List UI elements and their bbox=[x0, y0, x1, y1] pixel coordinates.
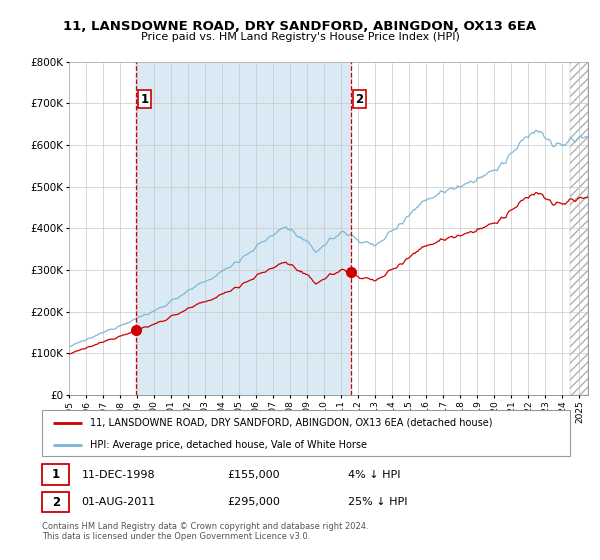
FancyBboxPatch shape bbox=[42, 492, 70, 512]
FancyBboxPatch shape bbox=[42, 464, 70, 485]
Bar bbox=[136, 62, 351, 395]
Text: £295,000: £295,000 bbox=[227, 497, 280, 507]
Text: 4% ↓ HPI: 4% ↓ HPI bbox=[348, 470, 401, 479]
Text: 2: 2 bbox=[52, 496, 60, 508]
Text: 25% ↓ HPI: 25% ↓ HPI bbox=[348, 497, 408, 507]
Text: 11, LANSDOWNE ROAD, DRY SANDFORD, ABINGDON, OX13 6EA: 11, LANSDOWNE ROAD, DRY SANDFORD, ABINGD… bbox=[64, 20, 536, 32]
Text: 2: 2 bbox=[355, 92, 364, 106]
Text: Price paid vs. HM Land Registry's House Price Index (HPI): Price paid vs. HM Land Registry's House … bbox=[140, 32, 460, 43]
FancyBboxPatch shape bbox=[42, 410, 570, 456]
Bar bbox=[569, 62, 588, 395]
Text: Contains HM Land Registry data © Crown copyright and database right 2024.
This d: Contains HM Land Registry data © Crown c… bbox=[42, 522, 368, 542]
Text: 1: 1 bbox=[52, 468, 60, 481]
Text: 11-DEC-1998: 11-DEC-1998 bbox=[82, 470, 155, 479]
Text: 1: 1 bbox=[140, 92, 149, 106]
Text: 01-AUG-2011: 01-AUG-2011 bbox=[82, 497, 156, 507]
Text: £155,000: £155,000 bbox=[227, 470, 280, 479]
Text: HPI: Average price, detached house, Vale of White Horse: HPI: Average price, detached house, Vale… bbox=[89, 440, 367, 450]
Text: 11, LANSDOWNE ROAD, DRY SANDFORD, ABINGDON, OX13 6EA (detached house): 11, LANSDOWNE ROAD, DRY SANDFORD, ABINGD… bbox=[89, 418, 492, 428]
